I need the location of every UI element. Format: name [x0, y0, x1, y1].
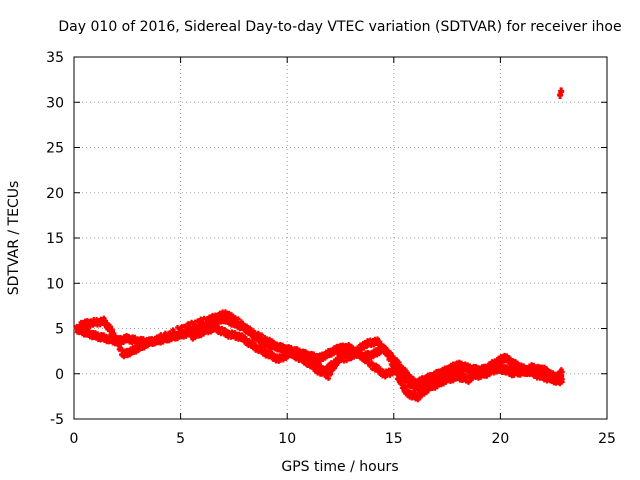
x-tick-label: 10 [278, 431, 296, 447]
grid-lines [74, 57, 607, 419]
y-tick-label: 35 [46, 50, 64, 66]
x-axis-label: GPS time / hours [281, 459, 398, 475]
x-tick-label: 15 [385, 431, 403, 447]
plot-frame [73, 56, 608, 420]
y-axis-label: SDTVAR / TECUs [6, 181, 22, 296]
chart-title: Day 010 of 2016, Sidereal Day-to-day VTE… [58, 19, 621, 35]
y-tick-labels: -5 0 5 10 15 20 25 30 35 [46, 50, 64, 428]
x-tick-labels: 0 5 10 15 20 25 [70, 431, 616, 447]
data-points [73, 87, 565, 403]
y-tick-label: 5 [55, 322, 64, 338]
y-tick-label: -5 [50, 412, 64, 428]
data-track [188, 321, 565, 403]
x-tick-label: 0 [70, 431, 79, 447]
axis-ticks [73, 56, 608, 420]
y-tick-label: 25 [46, 141, 64, 157]
data-point-outlier [558, 87, 565, 96]
y-tick-label: 30 [46, 95, 64, 111]
x-tick-label: 5 [176, 431, 185, 447]
data-track [77, 309, 565, 394]
y-tick-label: 10 [46, 276, 64, 292]
y-tick-label: 0 [55, 367, 64, 383]
y-tick-label: 20 [46, 186, 64, 202]
data-track [73, 314, 565, 389]
y-tick-label: 15 [46, 231, 64, 247]
x-tick-label: 20 [491, 431, 509, 447]
x-tick-label: 25 [598, 431, 616, 447]
